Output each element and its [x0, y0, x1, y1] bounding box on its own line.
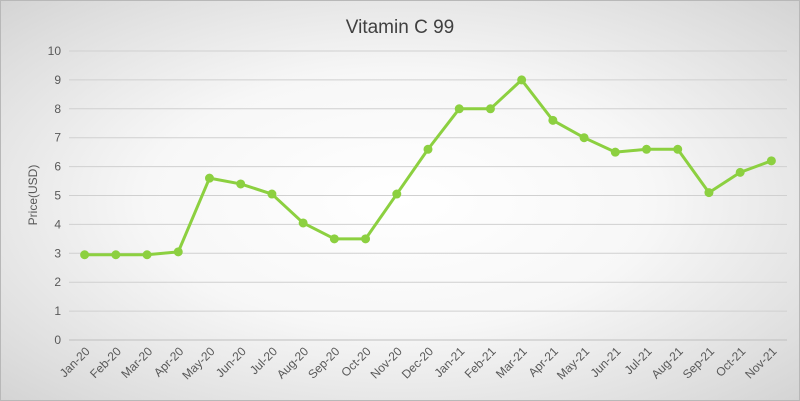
data-point [329, 234, 339, 244]
y-tick-label: 6 [54, 160, 61, 174]
y-tick-label: 10 [48, 44, 62, 58]
data-point [142, 250, 152, 260]
data-point [423, 144, 433, 154]
y-tick-label: 2 [54, 275, 61, 289]
x-tick-label: Oct-20 [338, 344, 374, 380]
x-tick-label: Jan-21 [431, 344, 467, 380]
x-tick-label: Nov-21 [742, 344, 779, 381]
y-tick-label: 9 [54, 73, 61, 87]
data-point [704, 188, 714, 198]
y-tick-label: 1 [54, 304, 61, 318]
data-point [173, 247, 183, 257]
data-point [236, 179, 246, 189]
x-tick-label: May-20 [179, 344, 217, 382]
y-axis-label: Price(USD) [26, 165, 40, 226]
x-tick-label: Nov-20 [368, 344, 405, 381]
series-layer [80, 75, 776, 260]
x-axis-ticks: Jan-20Feb-20Mar-20Apr-20May-20Jun-20Jul-… [57, 344, 780, 382]
gridlines [69, 50, 787, 341]
data-point [361, 234, 371, 244]
data-point [485, 104, 495, 114]
x-tick-label: Feb-21 [462, 344, 499, 381]
x-tick-label: Dec-20 [399, 344, 436, 381]
y-tick-label: 4 [54, 217, 61, 231]
y-tick-label: 7 [54, 131, 61, 145]
data-point [673, 144, 683, 154]
data-point [204, 173, 214, 183]
data-point [548, 115, 558, 125]
data-point [766, 156, 776, 166]
x-tick-label: Jun-20 [213, 344, 249, 380]
data-point [392, 189, 402, 199]
data-point [298, 218, 308, 228]
x-tick-label: Mar-21 [493, 344, 530, 381]
y-tick-label: 0 [54, 333, 61, 347]
x-tick-label: Feb-20 [87, 344, 124, 381]
x-tick-label: Sep-21 [680, 344, 717, 381]
series-line [83, 78, 773, 257]
x-tick-label: Mar-20 [118, 344, 155, 381]
y-axis-ticks: 0 1 2 3 4 5 6 7 8 9 10 [48, 44, 62, 347]
data-point [579, 133, 589, 143]
x-tick-label: Sep-20 [305, 344, 342, 381]
x-tick-label: May-21 [554, 344, 592, 382]
data-point [454, 104, 464, 114]
x-tick-label: Aug-21 [649, 344, 686, 381]
x-tick-label: Jun-21 [588, 344, 624, 380]
data-point [80, 250, 90, 260]
y-tick-label: 8 [54, 102, 61, 116]
data-point [517, 75, 527, 85]
data-point [267, 189, 277, 199]
y-tick-label: 5 [54, 189, 61, 203]
data-point [735, 167, 745, 177]
x-tick-label: Aug-20 [274, 344, 311, 381]
x-tick-label: Jan-20 [57, 344, 93, 380]
data-point [642, 144, 652, 154]
y-tick-label: 3 [54, 246, 61, 260]
chart-title: Vitamin C 99 [346, 17, 454, 38]
x-tick-label: Oct-21 [713, 344, 749, 380]
data-point [111, 250, 121, 260]
data-point [610, 147, 620, 157]
